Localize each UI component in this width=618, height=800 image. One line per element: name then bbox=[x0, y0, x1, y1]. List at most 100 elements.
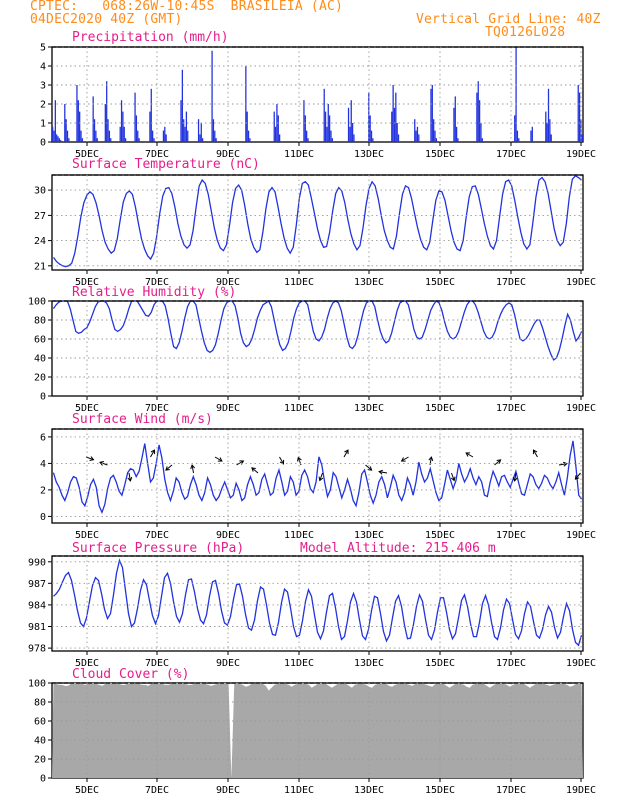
wind-arrow bbox=[451, 472, 455, 481]
precipitation-bar bbox=[370, 130, 373, 142]
precipitation-bar bbox=[545, 111, 547, 142]
humidity-xtick-label: 13DEC bbox=[354, 403, 384, 414]
wind-ytick-label: 2 bbox=[40, 485, 46, 496]
wind-arrow bbox=[319, 472, 323, 481]
precipitation-ytick-label: 4 bbox=[40, 62, 46, 73]
precipitation-bar bbox=[577, 85, 579, 142]
wind-arrow-head bbox=[562, 461, 568, 467]
wind-arrow-head bbox=[532, 449, 538, 455]
cloud-xtick-label: 9DEC bbox=[216, 785, 240, 796]
wind-arrow bbox=[150, 449, 155, 458]
pressure-line bbox=[53, 558, 583, 647]
wind-arrow-head bbox=[318, 476, 324, 482]
temperature-ytick-label: 30 bbox=[34, 186, 46, 197]
wind-arrow bbox=[99, 461, 108, 466]
temperature-xtick-label: 19DEC bbox=[566, 277, 596, 288]
header-station: CPTEC: 068:26W-10:45S BRASILEIA (AC) bbox=[30, 0, 344, 14]
precipitation-bar bbox=[457, 138, 459, 142]
precipitation-bar bbox=[106, 81, 108, 142]
wind-arrow bbox=[165, 464, 173, 471]
precipitation-bar bbox=[212, 119, 215, 142]
precipitation-bar bbox=[350, 100, 352, 142]
precipitation-bar bbox=[480, 123, 482, 142]
precipitation-bar bbox=[184, 126, 186, 142]
wind-arrow-head bbox=[217, 457, 223, 462]
wind-arrow-head bbox=[99, 461, 105, 466]
precipitation-bar bbox=[77, 100, 79, 142]
wind-arrow bbox=[191, 465, 194, 474]
humidity-line bbox=[52, 300, 583, 361]
precipitation-bar bbox=[246, 111, 248, 142]
precipitation-bar bbox=[92, 96, 94, 142]
cloud-xtick-label: 11DEC bbox=[284, 785, 314, 796]
wind-arrow bbox=[279, 456, 284, 465]
precipitation-bar bbox=[330, 130, 332, 142]
wind-arrow-head bbox=[297, 456, 302, 462]
wind-arrow bbox=[251, 467, 259, 474]
precipitation-bar bbox=[60, 140, 62, 142]
wind-arrow-head bbox=[190, 464, 196, 470]
precipitation-bar bbox=[455, 126, 458, 142]
precipitation-bar bbox=[580, 119, 582, 142]
precipitation-xtick-label: 11DEC bbox=[284, 149, 314, 160]
precipitation-bar bbox=[372, 138, 374, 142]
wind-arrow-head bbox=[574, 475, 580, 480]
precipitation-bar bbox=[530, 130, 532, 142]
precipitation-bar bbox=[120, 100, 123, 142]
cloud-ytick-label: 80 bbox=[34, 698, 46, 709]
precipitation-bar bbox=[392, 85, 394, 142]
wind-arrow-head bbox=[344, 449, 349, 455]
pressure-ytick-label: 981 bbox=[28, 622, 46, 633]
wind-arrow bbox=[128, 472, 131, 481]
cloud-area bbox=[52, 683, 583, 778]
wind-arrow bbox=[465, 452, 474, 458]
cloud-xtick-label: 17DEC bbox=[496, 785, 526, 796]
precipitation-ytick-label: 0 bbox=[40, 138, 46, 149]
precipitation-bar bbox=[303, 100, 305, 142]
precipitation-bar bbox=[477, 81, 479, 142]
precipitation-bar bbox=[76, 85, 78, 142]
precipitation-xtick-label: 13DEC bbox=[354, 149, 384, 160]
humidity-xtick-label: 5DEC bbox=[75, 403, 99, 414]
precipitation-bar bbox=[119, 126, 121, 142]
precipitation-bar bbox=[249, 138, 251, 142]
precipitation-bar bbox=[149, 111, 151, 142]
temperature-xtick-label: 5DEC bbox=[75, 277, 99, 288]
wind-arrow bbox=[379, 471, 388, 474]
pressure-xtick-label: 17DEC bbox=[496, 658, 526, 669]
wind-xtick-label: 5DEC bbox=[75, 530, 99, 541]
precipitation-bar bbox=[307, 138, 309, 142]
pressure-title: Surface Pressure (hPa) bbox=[72, 541, 244, 556]
precipitation-bar bbox=[518, 138, 520, 142]
precipitation-bar bbox=[369, 115, 371, 142]
precipitation-bar bbox=[64, 104, 66, 142]
precipitation-bar bbox=[183, 119, 185, 142]
precipitation-bar bbox=[478, 100, 481, 142]
wind-title: Surface Wind (m/s) bbox=[72, 412, 213, 427]
precipitation-bar bbox=[135, 115, 138, 142]
wind-line bbox=[52, 440, 583, 515]
precipitation-bar bbox=[122, 111, 124, 142]
precipitation-bar bbox=[323, 88, 325, 142]
humidity-xtick-label: 7DEC bbox=[145, 403, 169, 414]
precipitation-bar bbox=[153, 138, 155, 142]
precipitation-bar bbox=[327, 104, 329, 142]
precipitation-bar bbox=[581, 134, 583, 142]
cloud-ytick-label: 0 bbox=[40, 774, 46, 785]
pressure-ytick-label: 987 bbox=[28, 579, 46, 590]
precipitation-bar bbox=[481, 138, 483, 142]
temperature-ytick-label: 24 bbox=[34, 236, 46, 247]
wind-xtick-label: 19DEC bbox=[566, 530, 596, 541]
pressure-xtick-label: 7DEC bbox=[145, 658, 169, 669]
precipitation-bar bbox=[52, 126, 54, 142]
cloud-ytick-label: 100 bbox=[28, 679, 46, 690]
wind-arrow-head bbox=[251, 467, 256, 472]
precipitation-bar bbox=[347, 107, 350, 142]
wind-arrow bbox=[401, 456, 409, 462]
pressure-xtick-label: 15DEC bbox=[425, 658, 455, 669]
precipitation-bar bbox=[368, 92, 370, 142]
precipitation-bar bbox=[393, 107, 396, 142]
precipitation-bar bbox=[274, 126, 277, 142]
temperature-xtick-label: 15DEC bbox=[425, 277, 455, 288]
